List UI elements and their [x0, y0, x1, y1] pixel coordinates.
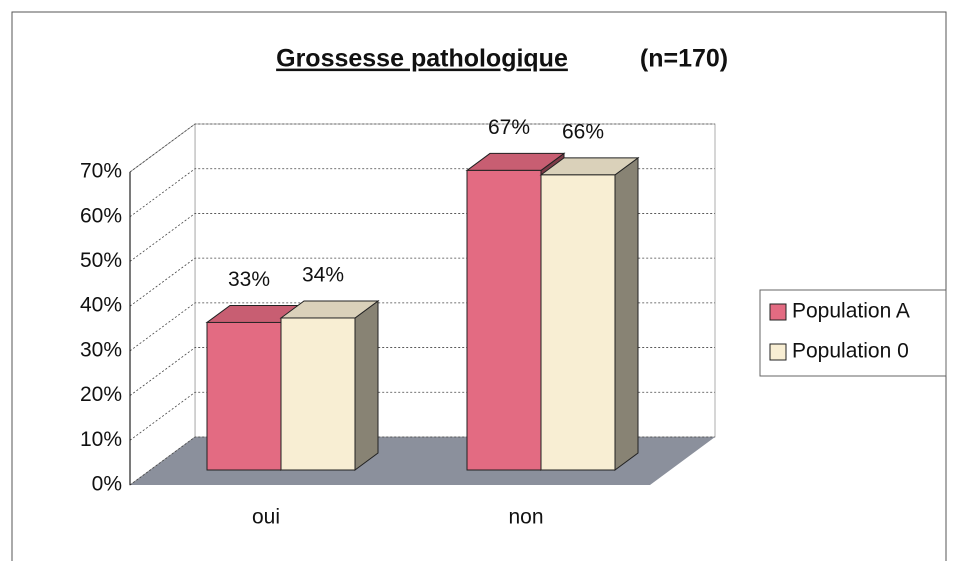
legend-box — [759, 289, 947, 377]
chart-subtitle: (n=170) — [640, 45, 728, 73]
grid-line — [129, 436, 715, 486]
x-tick-label: oui — [252, 506, 280, 529]
legend-swatch — [769, 343, 787, 361]
y-tick-label: 10% — [80, 428, 122, 451]
grid-line — [129, 347, 715, 396]
y-tick-label: 30% — [80, 338, 122, 361]
grid-line — [129, 257, 715, 307]
bar — [540, 174, 616, 471]
bar — [206, 321, 282, 471]
legend-swatch — [769, 303, 787, 321]
value-label: 33% — [228, 268, 270, 291]
value-label: 66% — [562, 120, 604, 143]
grid-line — [129, 302, 715, 352]
grid-line — [129, 391, 715, 441]
grid-line — [129, 168, 715, 218]
y-tick-label: 40% — [80, 294, 122, 317]
x-tick-label: non — [508, 506, 543, 529]
grid-line — [129, 123, 715, 173]
value-label: 34% — [302, 264, 344, 287]
bar — [466, 169, 542, 471]
bar-side — [354, 299, 379, 471]
legend-label: Population A — [792, 300, 910, 323]
grid-line — [129, 213, 715, 262]
chart-title: Grossesse pathologique — [276, 45, 568, 73]
side-wall — [129, 123, 196, 486]
y-tick-label: 70% — [80, 160, 122, 183]
y-tick-label: 0% — [92, 473, 122, 496]
bar-side — [614, 156, 639, 471]
y-tick-label: 20% — [80, 383, 122, 406]
y-tick-label: 60% — [80, 204, 122, 227]
bar — [280, 317, 356, 471]
legend-label: Population 0 — [792, 340, 909, 363]
y-tick-label: 50% — [80, 249, 122, 272]
value-label: 67% — [488, 116, 530, 139]
